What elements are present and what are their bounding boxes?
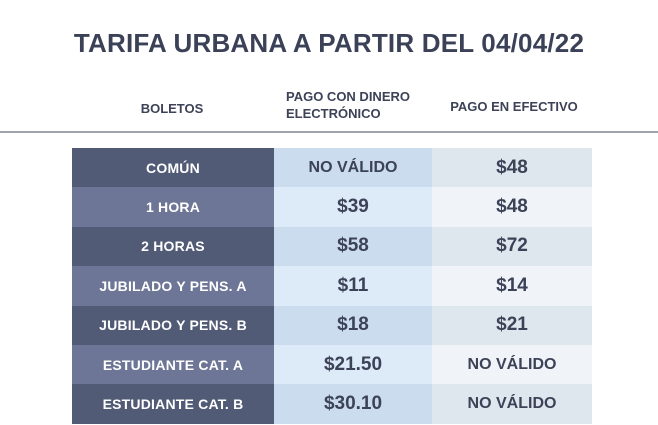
table-row: ESTUDIANTE CAT. B $30.10 NO VÁLIDO <box>72 384 592 424</box>
electronic-price: $18 <box>274 305 432 345</box>
fare-label: 1 HORA <box>72 187 274 227</box>
fare-label: JUBILADO Y PENS. A <box>72 266 274 306</box>
cash-price: NO VÁLIDO <box>432 384 592 424</box>
electronic-price: $39 <box>274 187 432 227</box>
fare-label: 2 HORAS <box>72 226 274 267</box>
cash-price: $48 <box>432 187 592 227</box>
fare-label: COMÚN <box>72 148 274 188</box>
electronic-price: $58 <box>274 226 432 267</box>
header-divider <box>0 131 658 133</box>
fare-label: JUBILADO Y PENS. B <box>72 305 274 345</box>
column-header-efectivo: PAGO EN EFECTIVO <box>450 99 578 114</box>
cash-price: NO VÁLIDO <box>432 344 592 385</box>
electronic-price: $21.50 <box>274 344 432 385</box>
electronic-price: $11 <box>274 266 432 306</box>
cash-price: $14 <box>432 266 592 306</box>
electronic-price: $30.10 <box>274 384 432 424</box>
table-row: JUBILADO Y PENS. A $11 $14 <box>72 266 592 306</box>
table-row: ESTUDIANTE CAT. A $21.50 NO VÁLIDO <box>72 344 592 385</box>
table-row: COMÚN NO VÁLIDO $48 <box>72 148 592 188</box>
column-header-boletos: BOLETOS <box>140 101 204 116</box>
cash-price: $72 <box>432 226 592 267</box>
cash-price: $48 <box>432 148 592 188</box>
electronic-price: NO VÁLIDO <box>274 148 432 188</box>
cash-price: $21 <box>432 305 592 345</box>
fare-table: COMÚN NO VÁLIDO $48 1 HORA $39 $48 2 HOR… <box>72 148 592 424</box>
page-title: TARIFA URBANA A PARTIR DEL 04/04/22 <box>73 28 585 58</box>
table-row: 2 HORAS $58 $72 <box>72 226 592 267</box>
fare-label: ESTUDIANTE CAT. A <box>72 344 274 385</box>
table-row: 1 HORA $39 $48 <box>72 187 592 227</box>
column-header-electronico: PAGO CON DINERO ELECTRÓNICO <box>286 89 410 121</box>
table-row: JUBILADO Y PENS. B $18 $21 <box>72 305 592 345</box>
fare-label: ESTUDIANTE CAT. B <box>72 384 274 424</box>
